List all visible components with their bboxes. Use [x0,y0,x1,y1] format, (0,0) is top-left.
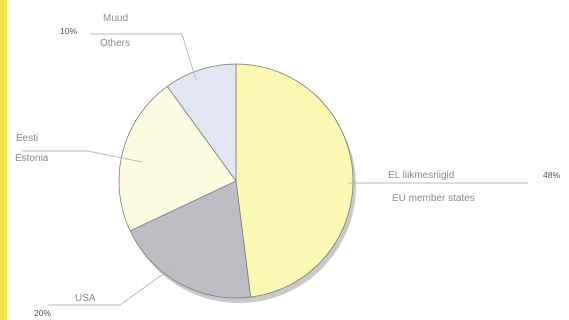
slice-usa [129,180,252,299]
slice-label-estonia-en: Estonia [15,153,49,164]
slice-percent-eu: 48% [543,170,561,180]
slice-label-others-et: Muud [103,13,129,24]
slice-others [166,63,237,183]
slice-label-others-en: Others [100,38,131,49]
slice-percent-others: 10% [60,26,78,36]
slice-label-usa-en: USA [75,293,96,304]
leader-line-estonia [22,150,143,163]
slice-label-estonia-et: Eesti [16,133,39,144]
slice-percent-usa: 20% [34,308,52,318]
leader-line-others [90,33,197,81]
slice-label-eu-en: EU member states [392,193,475,204]
slice-estonia [118,85,237,232]
page-edge-strip [0,0,7,320]
slice-eu-member-states [235,63,354,298]
leader-line-usa [48,261,181,306]
slice-label-eu-et: EL liikmesriigid [388,170,455,181]
